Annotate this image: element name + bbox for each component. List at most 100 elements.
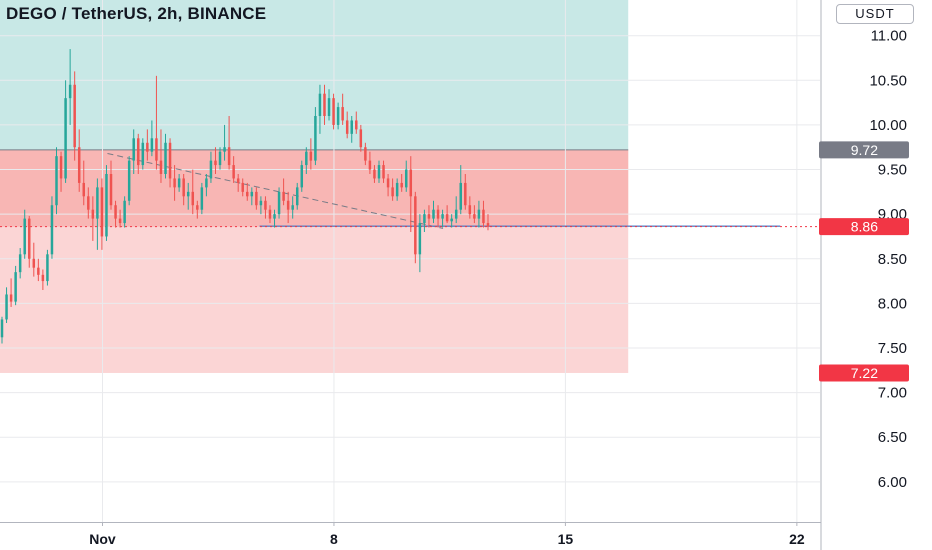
candle-body <box>382 165 385 179</box>
candle <box>28 215 31 268</box>
candle <box>209 151 213 183</box>
candle <box>386 174 390 197</box>
candle-body <box>87 196 90 210</box>
candle <box>482 200 485 228</box>
candle-body <box>50 205 54 255</box>
candle-body <box>336 107 340 125</box>
candle-body <box>282 191 285 201</box>
y-tick-label: 6.00 <box>878 474 907 491</box>
candle-body <box>473 214 476 219</box>
candle-body <box>14 272 17 302</box>
candle-body <box>246 191 249 197</box>
candle-body <box>191 191 195 206</box>
price-badges: 9.72 8.86 7.22 <box>819 141 909 382</box>
candle <box>127 156 131 206</box>
candle-body <box>209 160 213 179</box>
candle <box>382 160 385 183</box>
candle <box>286 191 290 224</box>
candle-body <box>377 165 381 179</box>
candle-body <box>404 169 408 188</box>
candle <box>445 205 449 224</box>
candle-body <box>418 223 422 255</box>
chart-title: DEGO / TetherUS, 2h, BINANCE <box>6 4 267 23</box>
candle-body <box>350 120 353 134</box>
candle <box>186 182 190 210</box>
candle <box>105 165 108 241</box>
candle <box>255 187 258 210</box>
y-tick-label: 9.50 <box>878 162 907 179</box>
candle-body <box>241 182 244 192</box>
candle <box>100 178 104 250</box>
candle-body <box>186 191 190 197</box>
candle-body <box>227 147 231 166</box>
candle-body <box>41 274 45 282</box>
candle-body <box>155 138 158 161</box>
candle-body <box>18 254 22 273</box>
candle-body <box>32 258 36 268</box>
candle <box>223 124 226 161</box>
candle <box>41 269 45 290</box>
candle <box>141 138 145 170</box>
candle <box>341 93 344 125</box>
candle-body <box>291 205 294 210</box>
candle-body <box>414 196 417 255</box>
candle-body <box>236 178 240 183</box>
candle <box>82 160 86 206</box>
candle <box>109 160 113 210</box>
candle-body <box>123 200 126 224</box>
candle-body <box>395 182 399 197</box>
candle-body <box>323 93 326 116</box>
candle <box>373 165 376 183</box>
candle <box>350 116 353 143</box>
x-tick-label: 15 <box>558 531 574 547</box>
candle <box>37 258 40 282</box>
candle-body <box>286 200 290 210</box>
drawings <box>0 152 820 229</box>
candle <box>327 89 331 121</box>
candle <box>236 174 240 192</box>
candle <box>332 93 335 130</box>
candle <box>150 120 154 157</box>
candle <box>250 187 254 206</box>
candle-body <box>268 209 272 219</box>
candle-body <box>486 223 490 227</box>
candle <box>404 160 408 192</box>
candle-body <box>64 98 67 179</box>
candle <box>277 187 281 219</box>
candle <box>23 209 26 259</box>
candle-body <box>391 187 394 197</box>
candle-body <box>73 84 76 148</box>
open-pnl-zone <box>0 149 629 227</box>
candle <box>318 84 322 134</box>
candle <box>118 209 122 228</box>
candle-body <box>468 205 472 215</box>
candle-body <box>264 200 267 210</box>
candle <box>268 205 272 224</box>
candle-body <box>118 218 122 224</box>
candle <box>323 84 326 125</box>
currency-button[interactable]: USDT <box>836 4 914 24</box>
candle-body <box>477 209 481 219</box>
candle-body <box>23 218 26 255</box>
candle-body <box>205 178 208 188</box>
candle-body <box>28 218 31 259</box>
candle <box>264 196 267 219</box>
candle-body <box>409 169 413 197</box>
candle <box>395 178 399 201</box>
x-tick-label: 22 <box>789 531 805 547</box>
candle <box>173 165 176 201</box>
candle-body <box>459 182 462 210</box>
candle <box>305 147 308 174</box>
candle-body <box>400 182 403 188</box>
candle <box>114 200 117 228</box>
candle <box>50 196 54 259</box>
y-tick-label: 8.00 <box>878 295 907 312</box>
candle-body <box>273 214 276 219</box>
candle-body <box>91 209 95 219</box>
candle <box>432 200 435 224</box>
candle <box>423 209 426 232</box>
candle-body <box>146 142 149 152</box>
candle <box>77 129 81 192</box>
candle <box>300 160 304 192</box>
